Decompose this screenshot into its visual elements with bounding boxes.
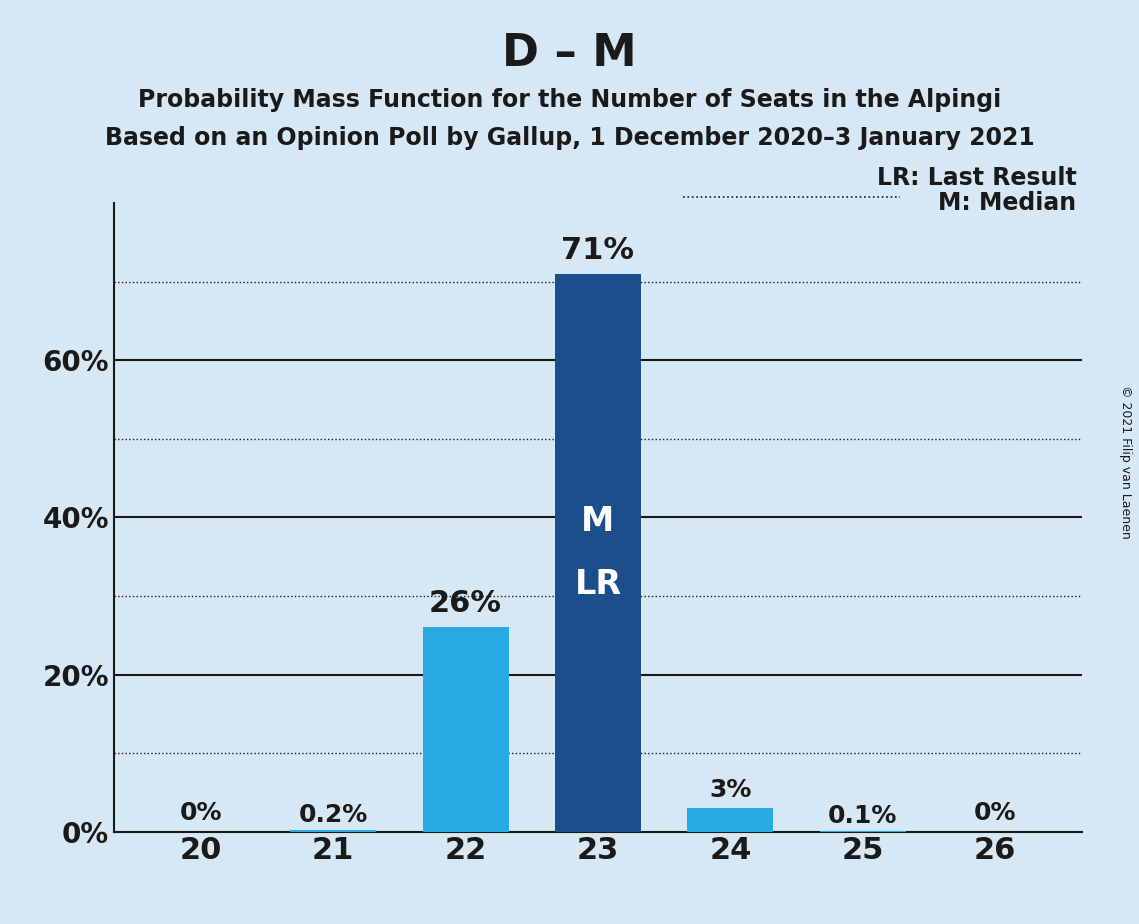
Text: M: M — [581, 505, 615, 538]
Text: 3%: 3% — [710, 778, 752, 802]
Bar — [687, 808, 773, 832]
Text: 0%: 0% — [180, 801, 222, 825]
Text: Probability Mass Function for the Number of Seats in the Alpingi: Probability Mass Function for the Number… — [138, 88, 1001, 112]
Text: LR: Last Result: LR: Last Result — [877, 166, 1076, 190]
Text: 0%: 0% — [974, 801, 1016, 825]
Text: D – M: D – M — [502, 32, 637, 76]
Text: LR: LR — [574, 567, 622, 601]
Bar — [555, 274, 641, 832]
Text: M: Median: M: Median — [939, 191, 1076, 215]
Text: 71%: 71% — [562, 236, 634, 264]
Text: 0.2%: 0.2% — [298, 803, 368, 827]
Text: Based on an Opinion Poll by Gallup, 1 December 2020–3 January 2021: Based on an Opinion Poll by Gallup, 1 De… — [105, 126, 1034, 150]
Text: 26%: 26% — [429, 589, 502, 618]
Text: 0.1%: 0.1% — [828, 804, 898, 828]
Bar — [423, 627, 509, 832]
Bar — [290, 830, 376, 832]
Text: © 2021 Filip van Laenen: © 2021 Filip van Laenen — [1118, 385, 1132, 539]
